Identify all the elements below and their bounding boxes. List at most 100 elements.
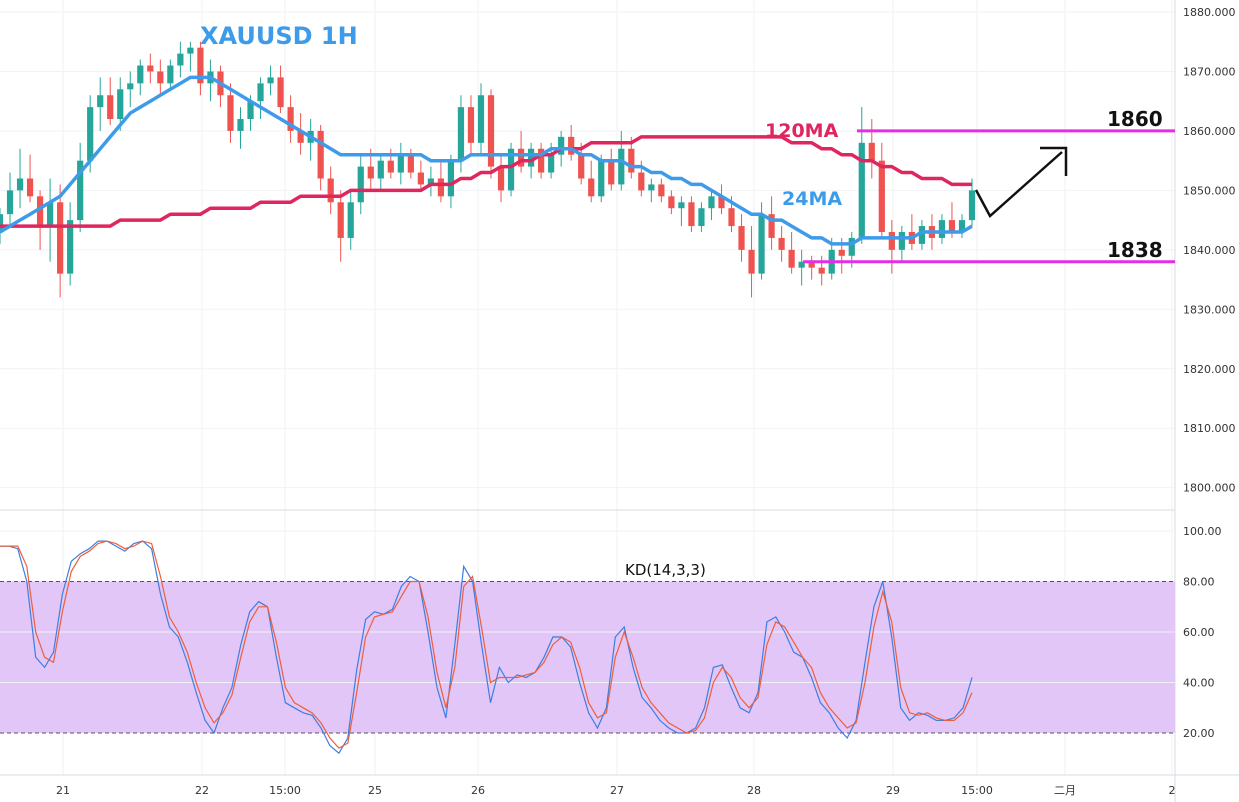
price-tick-label: 1800.000	[1183, 482, 1236, 495]
candle-body	[598, 160, 605, 197]
candle-body	[26, 178, 34, 197]
candle-body	[16, 178, 24, 191]
candle-body	[748, 249, 755, 274]
candlesticks	[0, 41, 976, 298]
candle-body	[377, 160, 384, 179]
candle-body	[277, 77, 284, 108]
candle-body	[618, 148, 625, 185]
price-tick-label: 1840.000	[1183, 244, 1236, 257]
candle-body	[127, 83, 134, 90]
kd-k-line	[0, 540, 973, 755]
candle-body	[497, 166, 505, 191]
candle-body	[447, 160, 455, 197]
candle-body	[798, 261, 805, 268]
axes: 1880.000 1870.000 1860.000 1850.000 1840.000…	[56, 6, 1236, 797]
time-tick-label: 15:00	[269, 784, 301, 797]
candle-body	[177, 53, 184, 66]
candle-body	[858, 142, 865, 238]
candle-body	[187, 47, 194, 54]
moving-averages	[0, 75, 973, 246]
candle-body	[237, 119, 244, 131]
time-tick-label: 22	[195, 784, 209, 797]
kd-tick-label: 20.00	[1183, 727, 1215, 740]
candle-body	[427, 178, 434, 185]
candle-body	[958, 220, 966, 233]
price-tick-label: 1860.000	[1183, 125, 1236, 138]
candle-body	[818, 267, 825, 274]
price-tick-label: 1830.000	[1183, 303, 1236, 316]
candle-body	[6, 190, 14, 215]
time-tick-label: 27	[610, 784, 624, 797]
candle-body	[668, 196, 675, 209]
candle-body	[147, 65, 154, 72]
candle-body	[878, 160, 885, 233]
candle-body	[658, 184, 665, 197]
candle-body	[267, 77, 274, 84]
candle-body	[167, 65, 174, 84]
kd-grid	[0, 530, 1175, 734]
candle-body	[0, 214, 4, 233]
time-tick-label: 25	[368, 784, 382, 797]
candle-body	[768, 214, 775, 238]
candle-body	[46, 202, 54, 227]
candle-body	[337, 202, 344, 238]
kd-tick-label: 80.00	[1183, 576, 1215, 589]
ma24-label: 24MA	[782, 188, 842, 210]
candle-body	[808, 261, 815, 268]
chart-title: XAUUSD 1H	[200, 22, 358, 50]
candle-body	[588, 178, 595, 197]
candle-body	[197, 47, 204, 84]
candle-body	[57, 202, 64, 274]
candle-body	[507, 148, 515, 191]
time-tick-label: 28	[747, 784, 761, 797]
candle-body	[788, 249, 795, 268]
ma120-line	[0, 135, 972, 228]
candle-body	[738, 226, 745, 250]
time-tick-label: 二月	[1054, 784, 1076, 797]
price-tick-label: 1810.000	[1183, 422, 1236, 435]
candle-body	[578, 154, 585, 179]
candle-body	[417, 172, 424, 185]
candle-body	[257, 83, 264, 102]
candle-body	[227, 95, 234, 131]
candle-body	[487, 95, 495, 167]
candle-body	[868, 142, 875, 161]
candle-body	[558, 136, 565, 155]
candle-body	[888, 232, 895, 250]
price-tick-label: 1820.000	[1183, 363, 1236, 376]
kd-tick-label: 40.00	[1183, 677, 1215, 690]
kd-indicator-label: KD(14,3,3)	[625, 561, 706, 579]
candle-body	[67, 220, 74, 274]
candle-body	[527, 148, 535, 167]
candle-body	[477, 95, 485, 143]
candle-body	[317, 130, 324, 179]
candle-body	[457, 107, 465, 161]
candle-body	[387, 160, 394, 173]
candle-body	[287, 107, 294, 131]
level-lines	[803, 129, 1175, 264]
candle-body	[357, 166, 364, 203]
candle-body	[648, 184, 655, 191]
candle-body	[698, 208, 705, 227]
ma24-line	[0, 75, 973, 246]
candle-body	[107, 95, 114, 120]
time-tick-label: 26	[471, 784, 485, 797]
candle-body	[347, 202, 354, 238]
candle-body	[407, 154, 414, 173]
candle-body	[87, 107, 94, 161]
candle-body	[708, 196, 715, 209]
time-tick-label: 29	[886, 784, 900, 797]
price-tick-label: 1870.000	[1183, 65, 1236, 78]
candle-body	[638, 172, 645, 191]
kd-tick-label: 60.00	[1183, 626, 1215, 639]
resistance-level-label: 1860	[1107, 107, 1163, 131]
projection-arrow	[974, 151, 1063, 218]
candle-body	[728, 208, 735, 227]
price-tick-label: 1880.000	[1183, 6, 1236, 19]
candle-body	[568, 136, 575, 155]
candle-body	[538, 148, 545, 173]
projection-arrowhead	[1040, 146, 1068, 176]
candle-body	[938, 220, 946, 238]
candle-body	[948, 220, 956, 233]
